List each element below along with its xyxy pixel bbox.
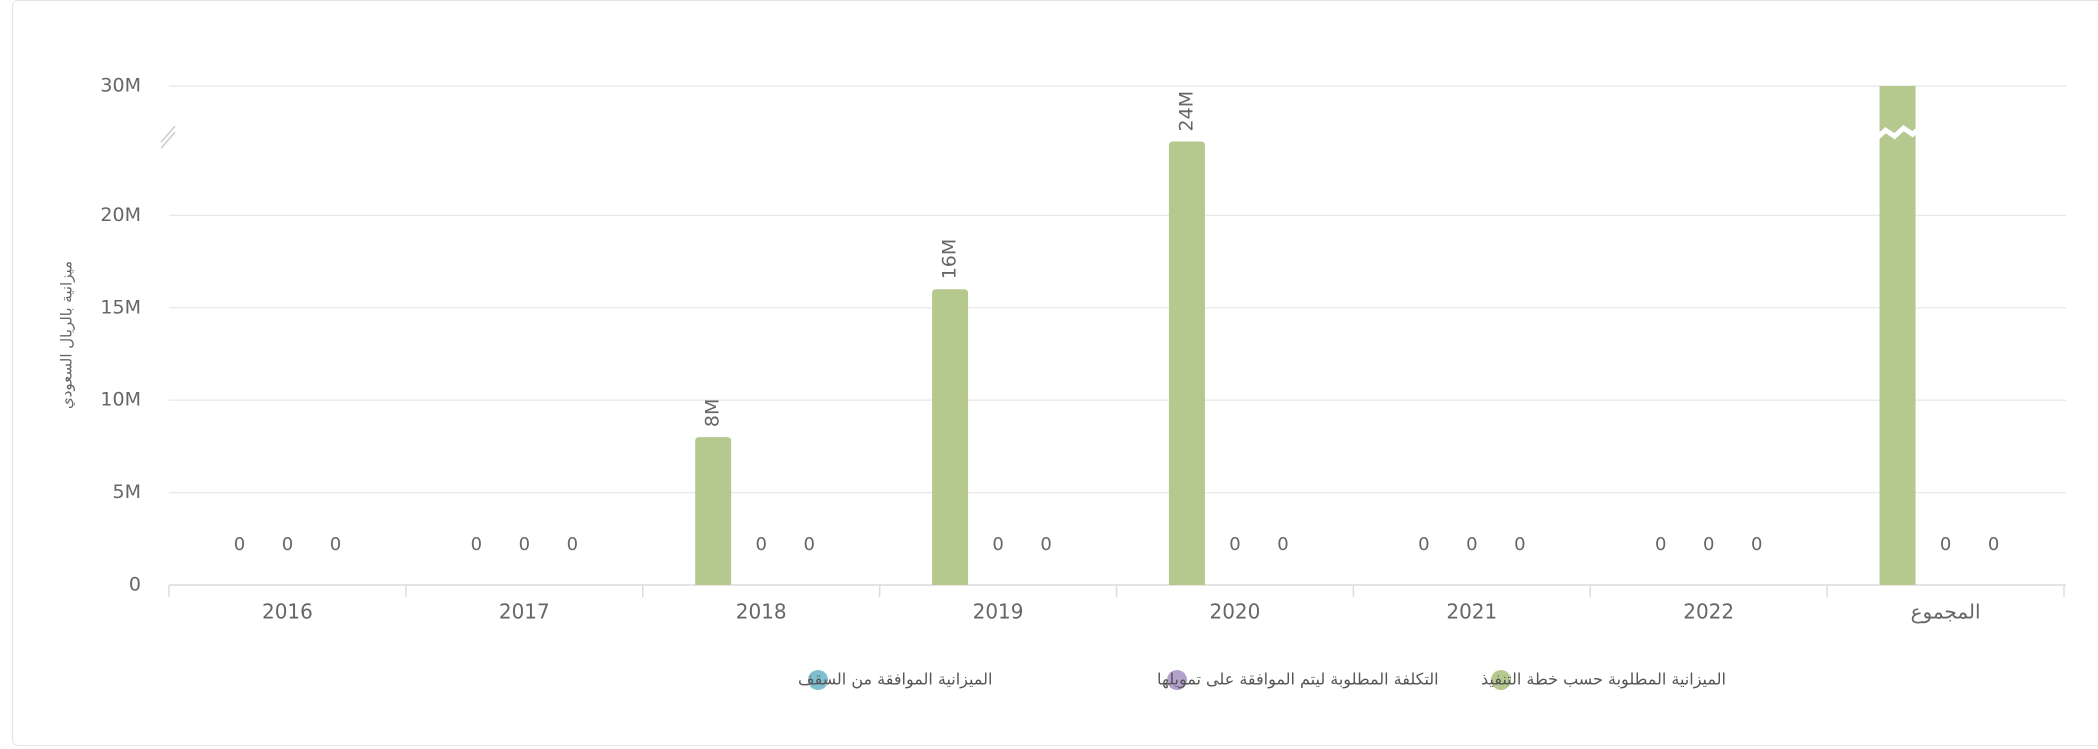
- bars: [695, 86, 1916, 585]
- x-tick-label: 2021: [1446, 600, 1497, 624]
- data-label: 0: [1514, 534, 1525, 555]
- data-label: 0: [1466, 534, 1477, 555]
- data-label: 0: [282, 534, 293, 555]
- data-label: 0: [1418, 534, 1429, 555]
- data-label: 0: [1988, 534, 1999, 555]
- data-label: 0: [330, 534, 341, 555]
- legend-marker: [1491, 670, 1511, 690]
- y-tick-label: 30M: [100, 75, 141, 97]
- data-label: 0: [567, 534, 578, 555]
- data-label: 0: [1229, 534, 1240, 555]
- legend-marker: [1167, 670, 1187, 690]
- data-label: 0: [1940, 534, 1951, 555]
- bar: [695, 437, 732, 585]
- data-label: 8M: [702, 399, 724, 427]
- legend-label: الميزانية الموافقة من السقف: [798, 670, 992, 690]
- data-label: 0: [1040, 534, 1051, 555]
- data-label: 0: [1655, 534, 1666, 555]
- x-tick-label: 2018: [736, 600, 787, 624]
- y-tick-label: 10M: [100, 389, 141, 411]
- legend-marker: [808, 670, 828, 690]
- legend-label: الميزانية المطلوبة حسب خطة التنفيذ: [1481, 670, 1726, 690]
- data-label: 0: [755, 534, 766, 555]
- data-label: 0: [1751, 534, 1762, 555]
- y-axis-label: ميزانية بالريال السعودي: [58, 261, 77, 409]
- data-label: 0: [1703, 534, 1714, 555]
- data-label: 24M: [1175, 91, 1197, 132]
- y-tick-label: 5M: [113, 481, 141, 503]
- x-tick-label: 2022: [1683, 600, 1734, 624]
- axis-break-mark: [160, 125, 176, 143]
- data-label: 0: [234, 534, 245, 555]
- bar-break: [1874, 125, 1921, 141]
- y-tick-label: 15M: [100, 296, 141, 318]
- x-tick-label: 2019: [973, 600, 1024, 624]
- bar: [1879, 86, 1916, 585]
- axis-break-mark: [160, 131, 176, 149]
- x-tick-label: 2016: [262, 600, 313, 624]
- data-label: 0: [519, 534, 530, 555]
- bar: [1168, 141, 1205, 585]
- x-tick-label: 2017: [499, 600, 550, 624]
- y-tick-label: 0: [129, 574, 141, 596]
- x-tick-label: المجموع: [1911, 600, 1981, 624]
- legend-label: التكلفة المطلوبة ليتم الموافقة على تمويل…: [1157, 670, 1439, 690]
- card: [12, 0, 2098, 746]
- data-label: 0: [992, 534, 1003, 555]
- y-tick-label: 20M: [100, 204, 141, 226]
- data-label: 16M: [939, 239, 961, 280]
- x-tick-label: 2020: [1209, 600, 1260, 624]
- data-label: 0: [803, 534, 814, 555]
- bar: [932, 289, 969, 585]
- data-label: 0: [1277, 534, 1288, 555]
- data-label: 0: [471, 534, 482, 555]
